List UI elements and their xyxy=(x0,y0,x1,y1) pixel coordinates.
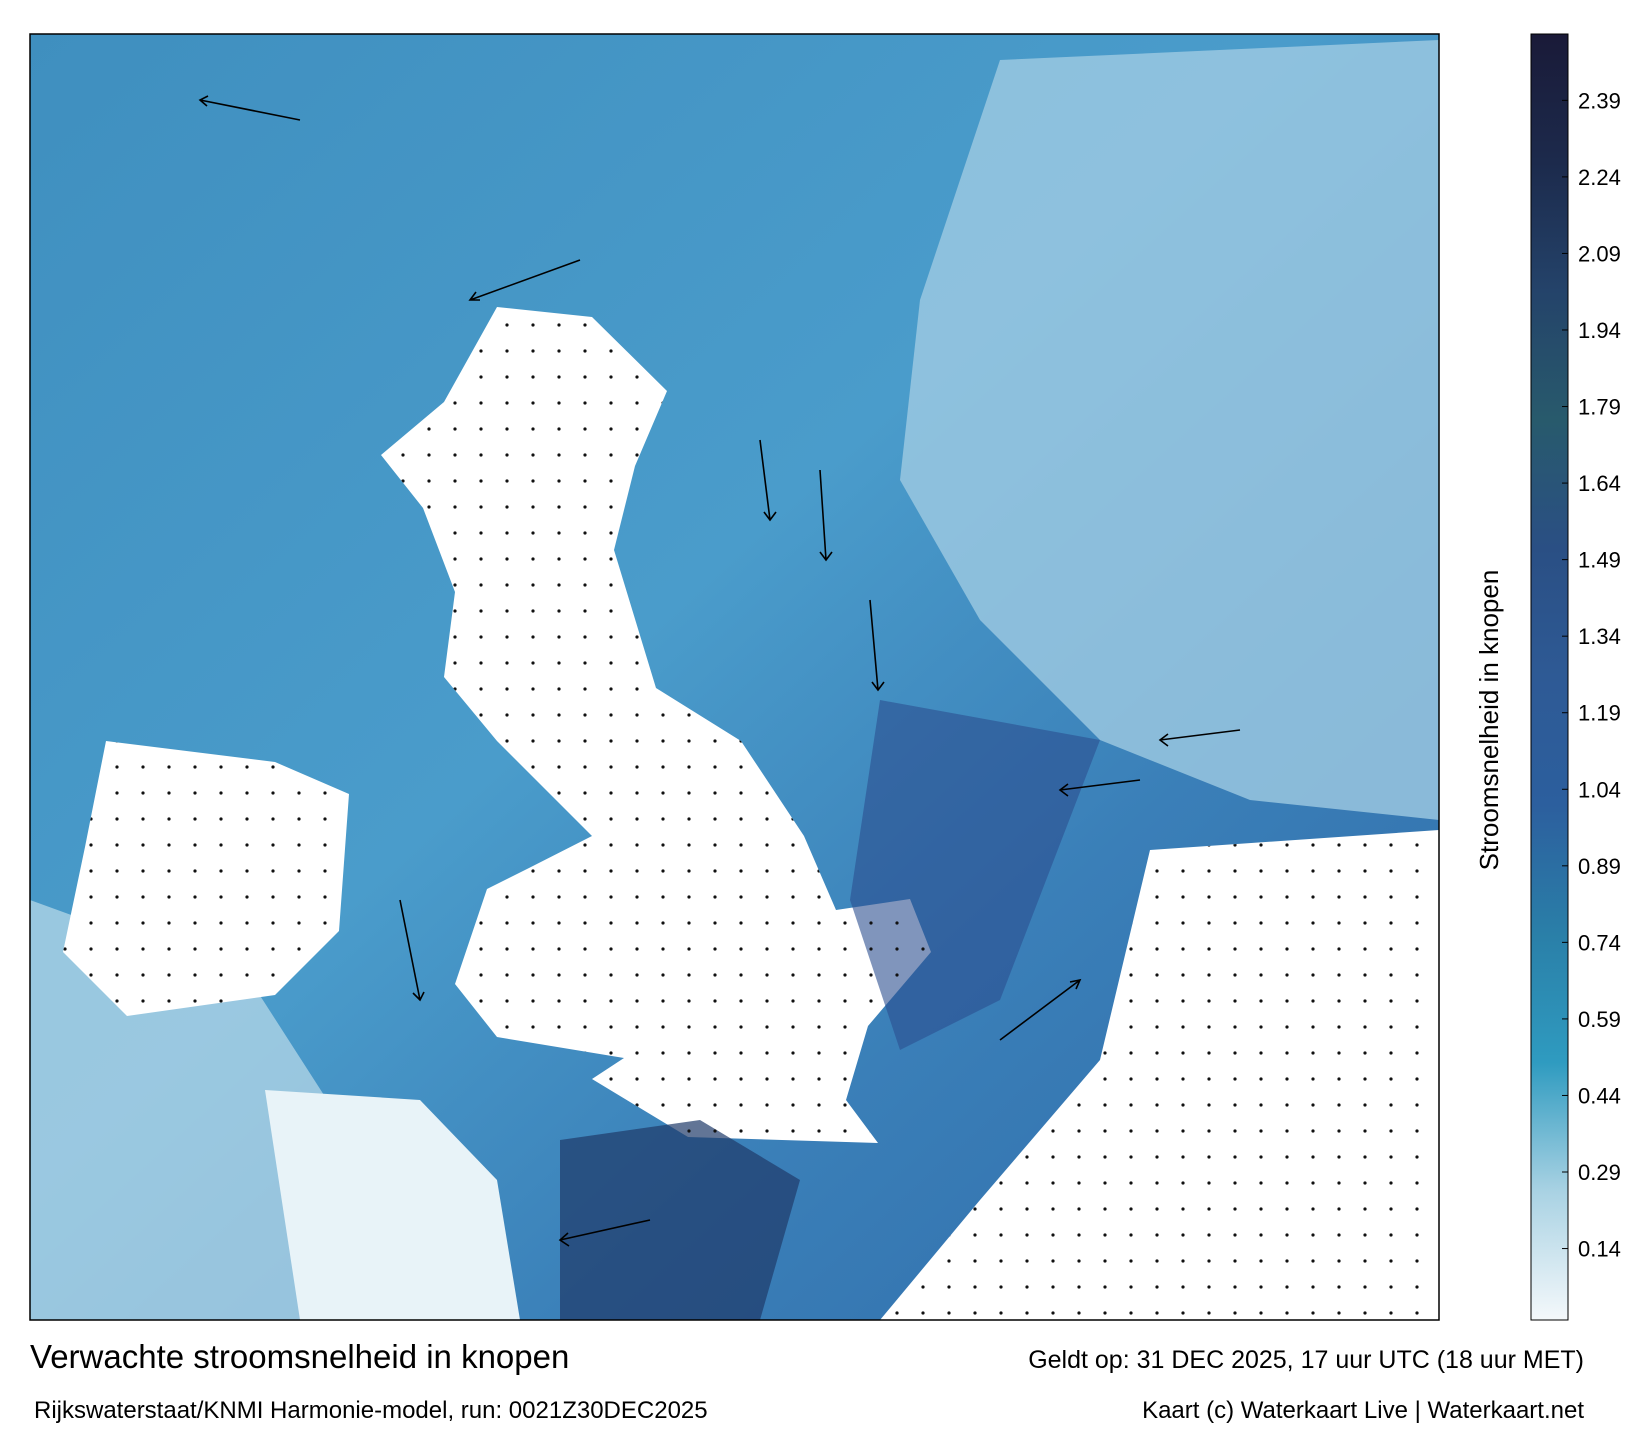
colorbar-tick-label: 1.64 xyxy=(1578,471,1621,496)
valid-time: Geldt op: 31 DEC 2025, 17 uur UTC (18 uu… xyxy=(1028,1346,1584,1374)
colorbar-tick-label: 0.14 xyxy=(1578,1237,1621,1262)
colorbar-tick-label: 0.89 xyxy=(1578,854,1621,879)
colorbar: 0.14 0.29 0.44 0.59 0.74 0.89 1.04 1.19 1.34 1.49… xyxy=(1530,33,1621,1321)
land xyxy=(63,307,1439,1320)
colorbar-tick-label: 0.74 xyxy=(1578,930,1621,955)
colorbar-tick-label: 1.04 xyxy=(1578,777,1621,802)
colorbar-label: Stroomsnelheid in knopen xyxy=(1474,570,1504,871)
current-arrows xyxy=(198,95,1241,1247)
shallow-sea xyxy=(900,40,1439,820)
title: Verwachte stroomsnelheid in knopen xyxy=(30,1338,569,1375)
colorbar-tick-label: 0.59 xyxy=(1578,1007,1621,1032)
map-frame xyxy=(29,33,1440,1321)
colorbar-tick-label: 1.49 xyxy=(1578,548,1621,573)
colorbar-tick-label: 0.29 xyxy=(1578,1160,1621,1185)
colorbar-tick-label: 1.94 xyxy=(1578,318,1621,343)
colorbar-tick-label: 2.39 xyxy=(1578,88,1621,113)
credit: Kaart (c) Waterkaart Live | Waterkaart.n… xyxy=(1142,1397,1584,1424)
colorbar-tick-label: 1.34 xyxy=(1578,624,1621,649)
shallow-sea xyxy=(30,900,340,1320)
colorbar-tick-label: 2.09 xyxy=(1578,241,1621,266)
subtitle: Rijkswaterstaat/KNMI Harmonie-model, run… xyxy=(34,1397,708,1424)
colorbar-tick-label: 1.19 xyxy=(1578,701,1621,726)
colorbar-tick-label: 2.24 xyxy=(1578,165,1621,190)
colorbar-tick-label: 1.79 xyxy=(1578,395,1621,420)
map xyxy=(30,34,1439,1320)
colorbar-tick-label: 0.44 xyxy=(1578,1083,1621,1108)
colorbar-fill xyxy=(1530,33,1569,1321)
